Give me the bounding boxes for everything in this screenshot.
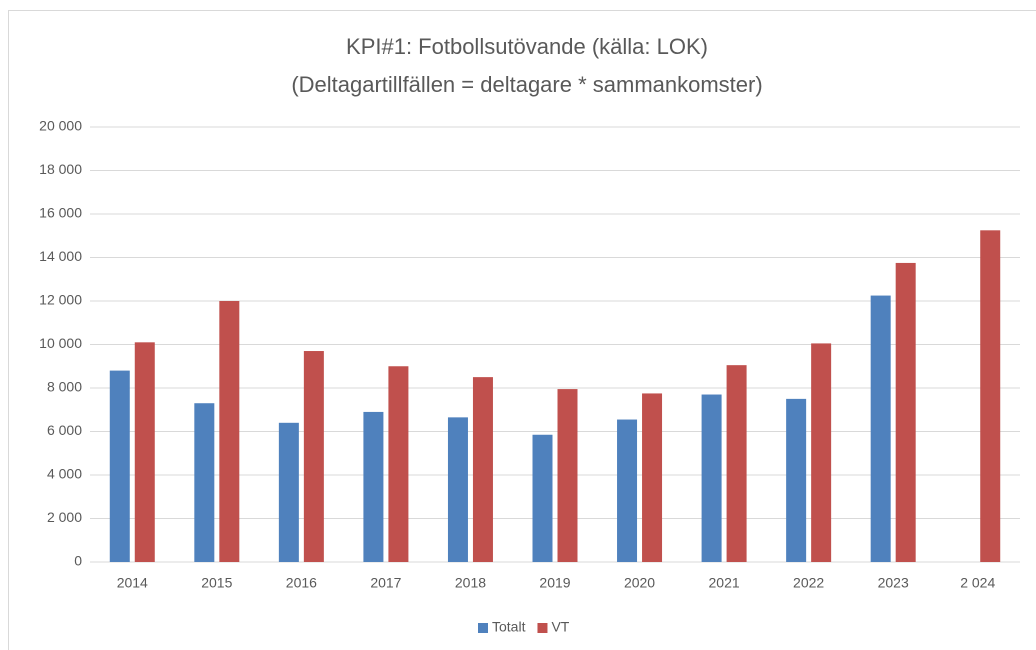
bar [447,417,468,562]
bar [388,366,409,562]
y-tick-label: 20 000 [39,118,82,134]
bar [726,365,747,562]
bar [701,394,722,562]
y-tick-label: 12 000 [39,292,82,308]
legend-label: Totalt [492,619,526,635]
x-tick-label: 2021 [709,575,740,591]
x-tick-label: 2023 [878,575,909,591]
bar [134,342,155,562]
legend-swatch [537,623,548,633]
bar [219,301,240,562]
y-tick-label: 2 000 [47,509,82,525]
y-tick-label: 8 000 [47,379,82,395]
bar [532,434,553,562]
bar [786,398,807,562]
y-tick-label: 14 000 [39,248,82,264]
bar [642,393,663,562]
x-tick-label: 2017 [370,575,401,591]
bar [472,377,493,562]
bar [557,389,578,562]
chart-title: KPI#1: Fotbollsutövande (källa: LOK) [346,34,708,59]
bar [303,351,324,562]
chart-subtitle: (Deltagartillfällen = deltagare * samman… [291,72,762,97]
y-tick-label: 10 000 [39,335,82,351]
x-tick-label: 2 024 [960,575,995,591]
bar [109,370,130,562]
x-tick-label: 2018 [455,575,486,591]
y-tick-label: 4 000 [47,466,82,482]
x-tick-label: 2022 [793,575,824,591]
bar [278,422,299,562]
legend-label: VT [551,619,569,635]
legend-swatch [478,623,488,633]
y-tick-label: 0 [74,553,82,569]
x-tick-label: 2014 [117,575,148,591]
bar [870,295,891,562]
bar [363,411,384,562]
bar [194,403,215,562]
bar [617,419,638,562]
chart-border [8,10,1036,650]
y-tick-label: 6 000 [47,422,82,438]
bar [895,262,916,562]
x-tick-label: 2016 [286,575,317,591]
x-tick-label: 2020 [624,575,655,591]
x-tick-label: 2015 [201,575,232,591]
bar [811,343,832,562]
y-tick-label: 18 000 [39,161,82,177]
y-tick-label: 16 000 [39,205,82,221]
x-tick-label: 2019 [539,575,570,591]
bar [980,230,1001,562]
